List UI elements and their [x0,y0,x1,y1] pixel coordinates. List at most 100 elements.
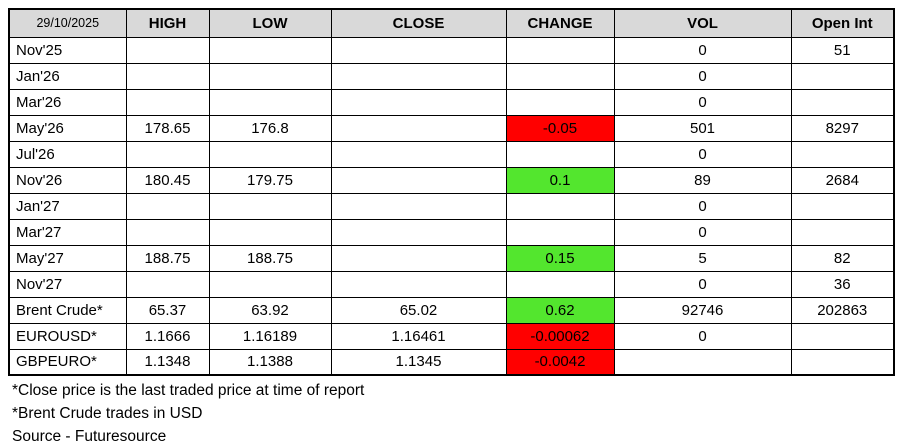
cell-change [505,140,615,168]
cell-contract: Nov'25 [8,36,127,64]
cell-contract: Mar'26 [8,88,127,116]
cell-open-int [790,348,895,376]
cell-contract: Mar'27 [8,218,127,246]
cell-low: 179.75 [208,166,332,194]
cell-contract: Nov'26 [8,166,127,194]
cell-open-int: 36 [790,270,895,298]
cell-change [505,270,615,298]
cell-low [208,192,332,220]
cell-open-int: 82 [790,244,895,272]
table-row: Nov'27 0 36 [8,270,895,298]
table-row: May'27 188.75 188.75 0.15 5 82 [8,244,895,272]
cell-close [330,166,507,194]
table-row: Jul'26 0 [8,140,895,168]
cell-change: 0.1 [505,166,615,194]
cell-change [505,88,615,116]
cell-low [208,36,332,64]
cell-contract: EUROUSD* [8,322,127,350]
cell-high [125,192,210,220]
cell-contract: May'27 [8,244,127,272]
cell-close [330,270,507,298]
cell-vol: 0 [613,36,792,64]
cell-change: -0.00062 [505,322,615,350]
table-row: GBPEURO* 1.1348 1.1388 1.1345 -0.0042 [8,348,895,376]
cell-close [330,244,507,272]
cell-vol: 0 [613,140,792,168]
cell-contract: GBPEURO* [8,348,127,376]
cell-close: 1.1345 [330,348,507,376]
cell-high [125,88,210,116]
cell-change: 0.15 [505,244,615,272]
report-date: 29/10/2025 [8,8,127,38]
cell-high [125,140,210,168]
column-header-low: LOW [208,8,332,38]
cell-close [330,114,507,142]
cell-contract: Nov'27 [8,270,127,298]
cell-high: 180.45 [125,166,210,194]
cell-high: 188.75 [125,244,210,272]
column-header-high: HIGH [125,8,210,38]
cell-vol [613,348,792,376]
cell-low: 1.16189 [208,322,332,350]
futures-price-table: 29/10/2025 HIGH LOW CLOSE CHANGE VOL Ope… [8,8,895,376]
cell-change [505,218,615,246]
table-row: EUROUSD* 1.1666 1.16189 1.16461 -0.00062 0 [8,322,895,350]
cell-close [330,36,507,64]
table-row: Nov'25 0 51 [8,36,895,64]
cell-high [125,218,210,246]
cell-vol: 89 [613,166,792,194]
table-row: Brent Crude* 65.37 63.92 65.02 0.62 92746 2028… [8,296,895,324]
cell-open-int: 2684 [790,166,895,194]
cell-change: -0.0042 [505,348,615,376]
cell-high: 1.1666 [125,322,210,350]
cell-vol: 0 [613,270,792,298]
cell-vol: 5 [613,244,792,272]
table-body: Nov'25 0 51 Jan'26 0 Mar'26 0 May'26 178.65 176.8… [8,36,895,376]
cell-open-int [790,322,895,350]
header-row: 29/10/2025 HIGH LOW CLOSE CHANGE VOL Ope… [8,8,895,38]
cell-low [208,270,332,298]
cell-low: 63.92 [208,296,332,324]
column-header-vol: VOL [613,8,792,38]
table-row: Jan'27 0 [8,192,895,220]
cell-close [330,62,507,90]
cell-close [330,218,507,246]
cell-close: 1.16461 [330,322,507,350]
table-row: Jan'26 0 [8,62,895,90]
cell-vol: 501 [613,114,792,142]
cell-close [330,192,507,220]
cell-high [125,36,210,64]
cell-contract: Jan'27 [8,192,127,220]
cell-low: 176.8 [208,114,332,142]
cell-open-int [790,88,895,116]
cell-open-int: 51 [790,36,895,64]
cell-low [208,140,332,168]
cell-contract: Jan'26 [8,62,127,90]
cell-contract: Jul'26 [8,140,127,168]
cell-high [125,270,210,298]
cell-close: 65.02 [330,296,507,324]
cell-change [505,192,615,220]
cell-high [125,62,210,90]
cell-open-int: 202863 [790,296,895,324]
cell-vol: 0 [613,88,792,116]
cell-change: -0.05 [505,114,615,142]
cell-open-int [790,140,895,168]
cell-open-int [790,192,895,220]
column-header-open-int: Open Int [790,8,895,38]
cell-open-int [790,62,895,90]
cell-vol: 0 [613,218,792,246]
cell-vol: 0 [613,62,792,90]
cell-change [505,62,615,90]
cell-high: 65.37 [125,296,210,324]
cell-vol: 0 [613,322,792,350]
cell-change [505,36,615,64]
cell-open-int: 8297 [790,114,895,142]
column-header-close: CLOSE [330,8,507,38]
cell-contract: Brent Crude* [8,296,127,324]
footnotes: *Close price is the last traded price at… [8,379,897,445]
footnote-close-price: *Close price is the last traded price at… [12,382,365,399]
cell-close [330,88,507,116]
cell-high: 178.65 [125,114,210,142]
